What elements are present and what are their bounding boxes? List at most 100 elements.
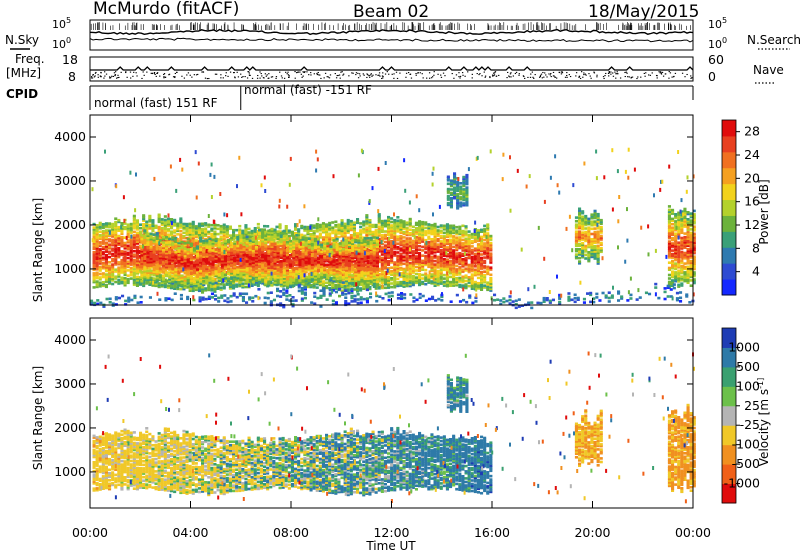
heatmap-cell (313, 230, 316, 233)
nave-point (615, 78, 616, 79)
heatmap-cell (148, 224, 151, 227)
heatmap-cell (483, 270, 486, 273)
heatmap-cell (396, 251, 399, 254)
nave-point (370, 74, 371, 75)
nave-point (136, 75, 137, 76)
heatmap-cell (177, 247, 180, 250)
nave-point (113, 76, 114, 77)
nave-point (518, 75, 519, 76)
heatmap-cell (204, 287, 207, 290)
heatmap-cell (221, 242, 224, 245)
heatmap-cell (427, 241, 430, 244)
nave-point (379, 72, 380, 73)
heatmap-cell (452, 235, 455, 238)
heatmap-cell (396, 220, 399, 223)
heatmap-cell (196, 259, 199, 262)
heatmap-cell (381, 220, 384, 223)
heatmap-cell (174, 256, 177, 259)
nave-point (301, 74, 302, 75)
cpid-label: CPID (6, 87, 38, 101)
nave-point (203, 72, 204, 73)
heatmap-cell (139, 230, 142, 233)
nave-point (489, 76, 490, 77)
heatmap-cell (215, 255, 218, 258)
heatmap-cell (241, 230, 244, 233)
heatmap-cell (275, 226, 278, 229)
heatmap-cell (461, 276, 464, 279)
nave-point (301, 77, 302, 78)
freq-unit: [MHz] (6, 66, 41, 80)
heatmap-cell (468, 276, 471, 279)
nave-point (420, 72, 421, 73)
nave-point (272, 76, 273, 77)
heatmap-cell (140, 234, 143, 237)
heatmap-cell (337, 223, 340, 226)
heatmap-cell (461, 258, 464, 261)
heatmap-cell (489, 274, 492, 277)
heatmap-cell (181, 241, 184, 244)
heatmap-cell (489, 252, 492, 255)
heatmap-cell (437, 243, 440, 246)
heatmap-cell (174, 281, 177, 284)
heatmap-cell (390, 266, 393, 269)
heatmap-cell (390, 277, 393, 280)
nave-point (453, 78, 454, 79)
freq-label: Freq. (15, 52, 45, 66)
nave-point (237, 72, 238, 73)
heatmap-cell (334, 229, 337, 232)
heatmap-cell (162, 275, 165, 278)
heatmap-cell (174, 260, 177, 263)
heatmap-cell (359, 226, 362, 229)
nave-point (252, 78, 253, 79)
nave-point (265, 73, 266, 74)
heatmap-cell (461, 242, 464, 245)
nave-point (478, 74, 479, 75)
heatmap-cell (189, 223, 192, 226)
heatmap-cell (108, 238, 111, 241)
nave-point (539, 77, 540, 78)
nave-point (117, 75, 118, 76)
heatmap-cell (455, 226, 458, 229)
heatmap-cell (449, 260, 452, 263)
nave-point (287, 72, 288, 73)
nave-point (165, 77, 166, 78)
nave-point (543, 77, 544, 78)
nave-point (188, 72, 189, 73)
heatmap-cell (458, 236, 461, 239)
nave-point (298, 72, 299, 73)
nave-point (104, 71, 105, 72)
heatmap-cell (446, 246, 449, 249)
heatmap-cell (127, 257, 130, 260)
nave-point (335, 73, 336, 74)
heatmap-cell (146, 233, 149, 236)
heatmap-cell (227, 248, 230, 251)
nave-point (308, 74, 309, 75)
heatmap-cell (465, 274, 468, 277)
heatmap-cell (359, 222, 362, 225)
heatmap-cell (461, 269, 464, 272)
heatmap-cell (437, 270, 440, 273)
heatmap-cell (158, 226, 161, 229)
heatmap-cell (455, 252, 458, 255)
heatmap-cell (474, 253, 477, 256)
heatmap-cell (415, 266, 418, 269)
heatmap-cell (406, 237, 409, 240)
heatmap-cell (384, 241, 387, 244)
heatmap-cell (218, 249, 221, 252)
heatmap-cell (114, 275, 117, 278)
nave-point (431, 77, 432, 78)
heatmap-cell (127, 274, 130, 277)
nave-point (691, 77, 692, 78)
heatmap-cell (486, 232, 489, 235)
heatmap-cell (215, 248, 218, 251)
heatmap-cell (165, 241, 168, 244)
heatmap-cell (230, 253, 233, 256)
nave-point (257, 78, 258, 79)
heatmap-cell (421, 249, 424, 252)
nave-point (624, 72, 625, 73)
nave-point (155, 74, 156, 75)
nave-point (353, 73, 354, 74)
heatmap-cell (434, 260, 437, 263)
heatmap-cell (232, 229, 235, 232)
heatmap-cell (213, 231, 216, 234)
